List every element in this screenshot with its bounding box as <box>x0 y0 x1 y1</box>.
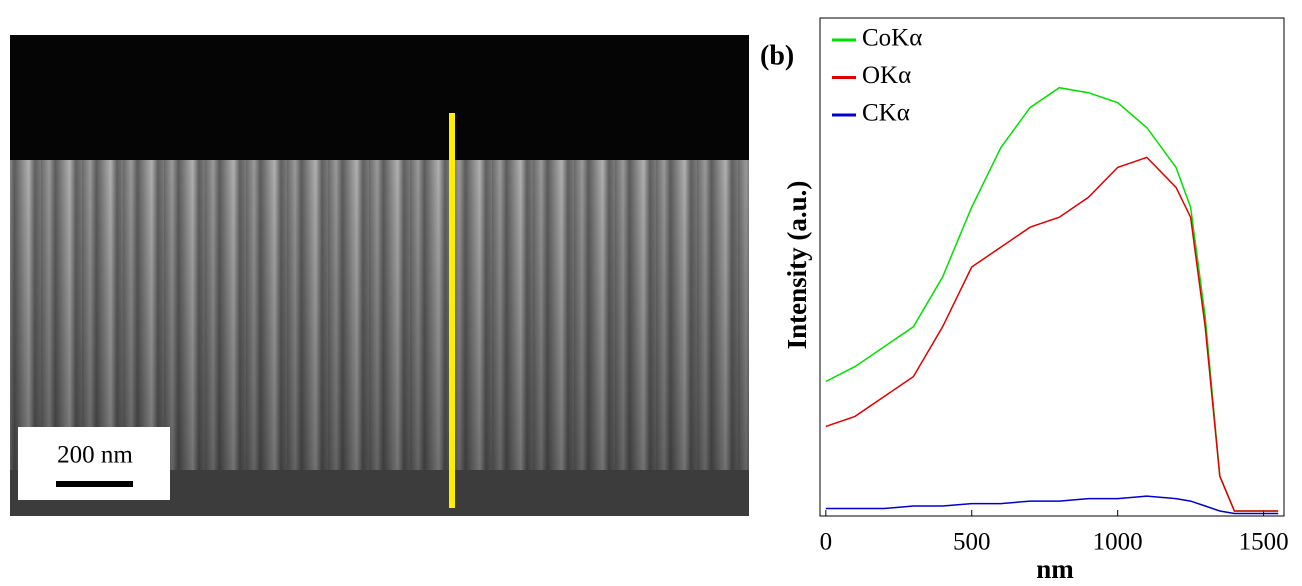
x-tick-label: 500 <box>953 529 991 556</box>
scale-label: 200 nm <box>57 442 133 469</box>
legend-label: CKα <box>862 100 910 127</box>
scale-box <box>18 427 170 500</box>
legend-label: CoKα <box>862 25 922 52</box>
x-tick-label: 0 <box>820 529 833 556</box>
sem-shade <box>10 160 749 470</box>
series-line <box>825 86 1279 512</box>
plot-frame <box>819 17 1285 517</box>
scale-bar <box>56 481 133 487</box>
x-tick-label: 1500 <box>1239 529 1289 556</box>
sem-image: 200 nm <box>10 35 749 516</box>
series-line <box>825 156 1279 512</box>
x-tick-label: 1000 <box>1093 529 1143 556</box>
panel-label: (b) <box>760 40 794 71</box>
series-line <box>825 495 1279 515</box>
x-axis-label: nm <box>1036 554 1074 584</box>
legend-label: OKα <box>862 62 911 89</box>
y-axis-label: Intensity (a.u.) <box>782 181 812 350</box>
